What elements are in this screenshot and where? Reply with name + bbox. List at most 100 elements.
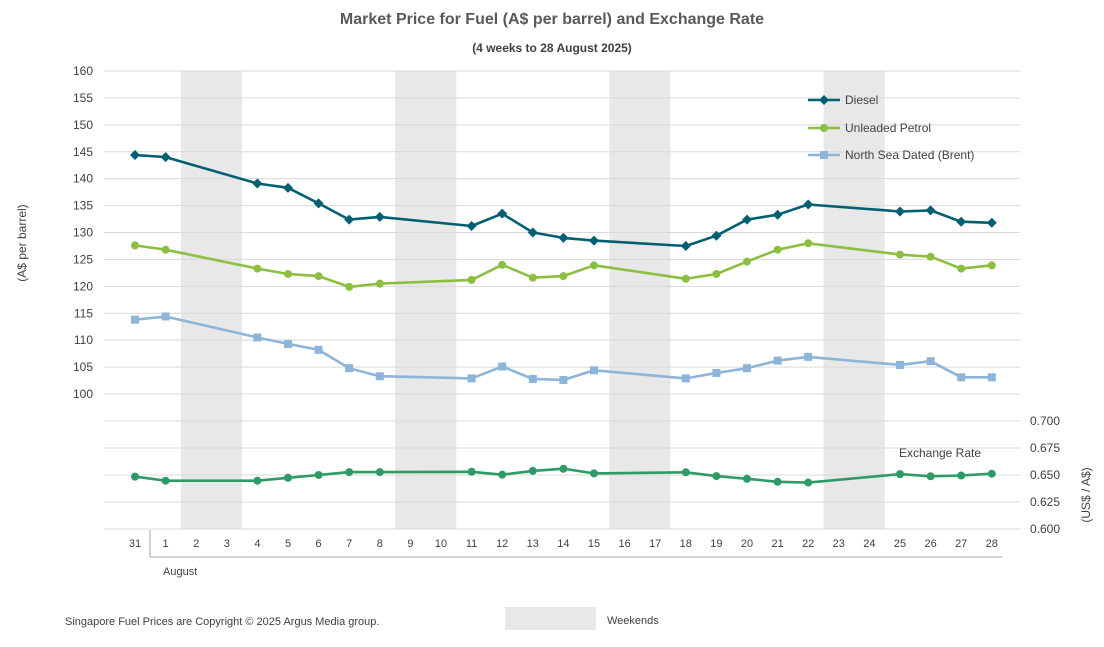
diesel-point	[742, 214, 752, 225]
y-tick-label: 150	[73, 118, 93, 132]
y-tick-label: 160	[73, 64, 93, 78]
exchange-rate-point	[773, 477, 782, 486]
diesel-point	[130, 149, 140, 160]
unleaded-petrol-point	[467, 275, 476, 284]
north-sea-dated-brent-point	[590, 366, 598, 375]
x-tick-label: 31	[129, 538, 141, 550]
x-tick-label: 15	[588, 538, 600, 550]
north-sea-dated-brent-point	[712, 369, 721, 378]
exchange-rate-point	[498, 470, 507, 479]
x-tick-label: 3	[224, 538, 230, 550]
exchange-rate-point	[375, 468, 384, 477]
exchange-rate-point	[681, 468, 690, 477]
exchange-rate-point	[161, 476, 170, 485]
north-sea-dated-brent-point	[528, 374, 537, 383]
north-sea-dated-brent-point	[314, 345, 323, 354]
y-tick-label: 100	[73, 387, 93, 401]
unleaded-petrol-point	[773, 245, 782, 254]
unleaded-petrol-point	[743, 257, 751, 266]
y2-tick-label: 0.625	[1030, 495, 1060, 509]
x-tick-label: 12	[496, 538, 508, 550]
exchange-rate-label: Exchange Rate	[899, 446, 981, 460]
diesel-point	[344, 214, 355, 225]
x-tick-label: 25	[894, 538, 906, 550]
x-tick-label: 23	[833, 538, 845, 550]
legend-label-north-sea-dated-brent: North Sea Dated (Brent)	[845, 148, 974, 162]
y-tick-label: 120	[73, 279, 93, 293]
y2-tick-label: 0.600	[1030, 522, 1060, 536]
north-sea-dated-brent-point	[926, 357, 935, 366]
x-tick-label: 17	[649, 538, 661, 550]
north-sea-dated-brent-point	[773, 356, 782, 365]
exchange-rate-point	[804, 478, 813, 487]
diesel-point	[803, 199, 814, 210]
weekend-band	[180, 71, 243, 529]
x-tick-label: 22	[802, 538, 814, 550]
weekend-band	[395, 71, 457, 529]
x-tick-label: 13	[527, 538, 539, 550]
diesel-point	[466, 221, 477, 232]
north-sea-dated-brent-point	[161, 312, 170, 321]
y2-axis-label: (US$ / A$)	[1079, 467, 1093, 522]
diesel-point	[558, 232, 569, 243]
y2-tick-label: 0.700	[1030, 414, 1060, 428]
diesel-point	[711, 230, 722, 241]
north-sea-dated-brent-point	[375, 372, 384, 381]
y-tick-label: 125	[73, 252, 93, 266]
unleaded-petrol-point	[498, 260, 507, 269]
diesel-point	[313, 198, 324, 209]
diesel-point	[283, 182, 293, 193]
exchange-rate-point	[743, 474, 751, 483]
north-sea-dated-brent-point	[804, 352, 813, 361]
north-sea-dated-brent-point	[498, 362, 507, 371]
exchange-rate-point	[131, 472, 139, 481]
x-tick-label: 27	[955, 538, 967, 550]
x-tick-label: 5	[285, 538, 291, 550]
y-axis-label: (A$ per barrel)	[15, 204, 29, 281]
y-tick-label: 130	[73, 226, 93, 240]
legend-north-sea-dated-brent-point	[820, 151, 828, 159]
unleaded-petrol-point	[314, 272, 323, 281]
x-tick-label: 28	[986, 538, 998, 550]
y-tick-label: 140	[73, 172, 93, 186]
diesel-point	[680, 240, 691, 251]
x-tick-label: 14	[557, 538, 569, 550]
x-tick-label: 10	[435, 538, 447, 550]
x-tick-label: 16	[618, 538, 630, 550]
diesel-point	[252, 178, 263, 189]
x-tick-label: 19	[710, 538, 722, 550]
footnote: Singapore Fuel Prices are Copyright © 20…	[65, 616, 379, 628]
unleaded-petrol-point	[559, 272, 568, 281]
chart-subtitle: (4 weeks to 28 August 2025)	[472, 41, 632, 55]
north-sea-dated-brent-point	[345, 364, 354, 373]
x-tick-label: 20	[741, 538, 753, 550]
unleaded-petrol-point	[161, 245, 170, 254]
north-sea-dated-brent-point	[131, 315, 139, 324]
x-tick-label: 6	[316, 538, 322, 550]
x-tick-label: 18	[680, 538, 692, 550]
north-sea-dated-brent-point	[743, 364, 751, 373]
diesel-point	[497, 208, 508, 219]
exchange-rate-point	[559, 464, 568, 473]
diesel-point	[374, 211, 385, 222]
y2-tick-label: 0.675	[1030, 441, 1060, 455]
x-tick-label: 1	[163, 538, 169, 550]
exchange-rate-point	[957, 471, 966, 480]
unleaded-petrol-point	[896, 250, 904, 259]
diesel-point	[160, 152, 171, 163]
legend-unleaded-petrol-point	[820, 124, 828, 132]
weekend-band	[823, 71, 885, 529]
x-tick-label: 11	[466, 538, 477, 550]
x-tick-label: 4	[254, 538, 260, 550]
x-tick-label: 2	[193, 538, 199, 550]
diesel-point	[589, 235, 599, 246]
diesel-point	[925, 205, 936, 216]
exchange-rate-point	[712, 472, 721, 481]
diesel-point	[895, 206, 905, 217]
unleaded-petrol-point	[284, 269, 292, 278]
exchange-rate-point	[896, 470, 904, 479]
unleaded-petrol-point	[987, 261, 996, 270]
exchange-rate-point	[284, 473, 292, 482]
north-sea-dated-brent-point	[987, 373, 996, 382]
